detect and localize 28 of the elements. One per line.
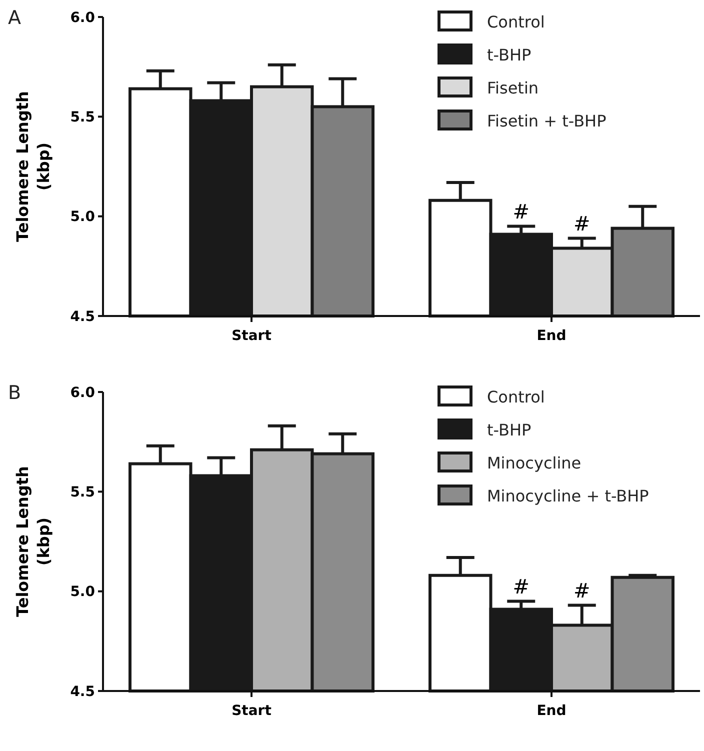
y-tick-label: 5.5	[70, 484, 95, 501]
x-tick-label: End	[536, 703, 566, 719]
x-tick-label: Start	[232, 703, 272, 719]
legend-label: Minocycline + t-BHP	[487, 486, 650, 506]
legend-label: Control	[487, 12, 545, 32]
y-tick-label: 5.0	[70, 209, 96, 226]
x-tick-label: End	[536, 328, 566, 344]
y-tick-label: 5.5	[70, 110, 95, 126]
annotation: #	[512, 574, 530, 598]
chart-title: B	[8, 382, 22, 404]
y-tick-label: 6.0	[70, 10, 96, 26]
y-tick-label: 4.5	[70, 684, 95, 700]
legend-label: Control	[487, 388, 545, 407]
annotation: #	[512, 199, 530, 224]
legend-label: t-BHP	[487, 420, 532, 440]
y-tick-label: 5.0	[70, 584, 96, 600]
y-tick-label: 4.5	[70, 308, 95, 325]
legend-label: Fisetin	[487, 78, 539, 98]
chart-title: A	[8, 7, 21, 29]
y-axis-title: Telomere Length (kbp)	[13, 91, 53, 242]
annotation: #	[573, 578, 590, 602]
y-tick-label: 6.0	[70, 384, 96, 401]
y-axis-title: Telomere Length (kbp)	[13, 466, 53, 617]
legend-label: Minocycline	[487, 454, 582, 473]
legend-label: Fisetin + t-BHP	[487, 112, 607, 131]
legend-label: t-BHP	[487, 46, 532, 65]
x-tick-label: Start	[232, 328, 272, 344]
annotation: #	[573, 211, 590, 236]
